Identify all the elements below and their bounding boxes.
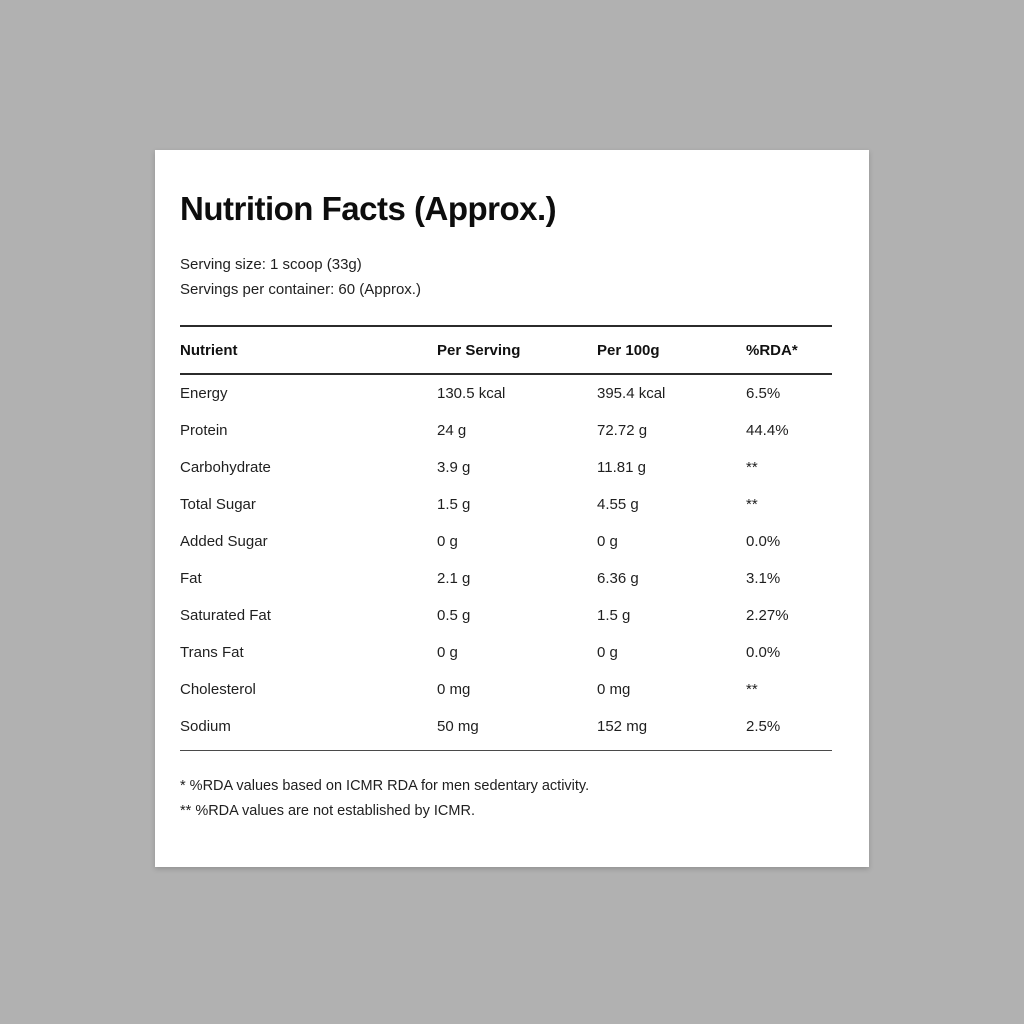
nutrition-table: Nutrient Per Serving Per 100g %RDA* Ener…: [180, 325, 832, 751]
nutrient-name: Trans Fat: [180, 644, 244, 661]
rda-value: 6.5%: [746, 385, 781, 402]
nutrient-name: Sodium: [180, 718, 231, 735]
rda-value: **: [746, 459, 758, 476]
serving-size-text: Serving size: 1 scoop (33g): [180, 256, 362, 273]
rda-value: 0.0%: [746, 644, 781, 661]
table-row: Trans Fat 0 g 0 g 0.0%: [180, 634, 832, 671]
nutrient-name: Total Sugar: [180, 496, 256, 513]
nutrient-name: Energy: [180, 385, 228, 402]
rda-value: **: [746, 681, 758, 698]
per-serving-value: 0 g: [437, 644, 458, 661]
per-100g-value: 1.5 g: [597, 607, 631, 624]
per-serving-value: 24 g: [437, 422, 467, 439]
per-100g-value: 0 mg: [597, 681, 631, 698]
nutrient-name: Fat: [180, 570, 202, 587]
per-serving-value: 2.1 g: [437, 570, 471, 587]
rda-value: 0.0%: [746, 533, 781, 550]
per-serving-value: 0 g: [437, 533, 458, 550]
rda-value: 2.27%: [746, 607, 789, 624]
table-row: Carbohydrate 3.9 g 11.81 g **: [180, 449, 832, 486]
nutrient-name: Carbohydrate: [180, 459, 271, 476]
per-100g-value: 152 mg: [597, 718, 648, 735]
table-row: Saturated Fat 0.5 g 1.5 g 2.27%: [180, 597, 832, 634]
table-row: Fat 2.1 g 6.36 g 3.1%: [180, 560, 832, 597]
table-header-row: Nutrient Per Serving Per 100g %RDA*: [180, 327, 832, 375]
per-serving-value: 130.5 kcal: [437, 385, 506, 402]
nutrient-name: Added Sugar: [180, 533, 268, 550]
per-serving-value: 1.5 g: [437, 496, 471, 513]
per-100g-value: 4.55 g: [597, 496, 639, 513]
rda-value: 3.1%: [746, 570, 781, 587]
column-header-per-serving: Per Serving: [437, 341, 521, 359]
column-header-nutrient: Nutrient: [180, 341, 238, 359]
column-header-rda: %RDA*: [746, 341, 798, 359]
table-row: Protein 24 g 72.72 g 44.4%: [180, 412, 832, 449]
footnotes: * %RDA values based on ICMR RDA for men …: [180, 774, 833, 823]
table-row: Added Sugar 0 g 0 g 0.0%: [180, 523, 832, 560]
column-header-per-100g: Per 100g: [597, 341, 660, 359]
table-row: Cholesterol 0 mg 0 mg **: [180, 671, 832, 708]
nutrient-name: Protein: [180, 422, 228, 439]
table-row: Energy 130.5 kcal 395.4 kcal 6.5%: [180, 375, 832, 412]
per-100g-value: 0 g: [597, 644, 618, 661]
per-100g-value: 395.4 kcal: [597, 385, 666, 402]
per-100g-value: 6.36 g: [597, 570, 639, 587]
per-100g-value: 72.72 g: [597, 422, 648, 439]
table-row: Sodium 50 mg 152 mg 2.5%: [180, 708, 832, 745]
footnote-rda-not-established: ** %RDA values are not established by IC…: [180, 802, 475, 819]
per-serving-value: 3.9 g: [437, 459, 471, 476]
per-serving-value: 0 mg: [437, 681, 471, 698]
servings-per-container-text: Servings per container: 60 (Approx.): [180, 281, 421, 298]
rda-value: 2.5%: [746, 718, 781, 735]
per-100g-value: 0 g: [597, 533, 618, 550]
per-100g-value: 11.81 g: [597, 459, 646, 476]
rda-value: 44.4%: [746, 422, 789, 439]
page-title: Nutrition Facts (Approx.): [180, 190, 557, 227]
footnote-rda-basis: * %RDA values based on ICMR RDA for men …: [180, 778, 590, 794]
rda-value: **: [746, 496, 758, 513]
per-serving-value: 0.5 g: [437, 607, 471, 624]
per-serving-value: 50 mg: [437, 718, 479, 735]
nutrition-facts-card: Nutrition Facts (Approx.) Serving size: …: [155, 150, 869, 867]
table-row: Total Sugar 1.5 g 4.55 g **: [180, 486, 832, 523]
nutrient-name: Saturated Fat: [180, 607, 271, 624]
nutrient-name: Cholesterol: [180, 681, 256, 698]
